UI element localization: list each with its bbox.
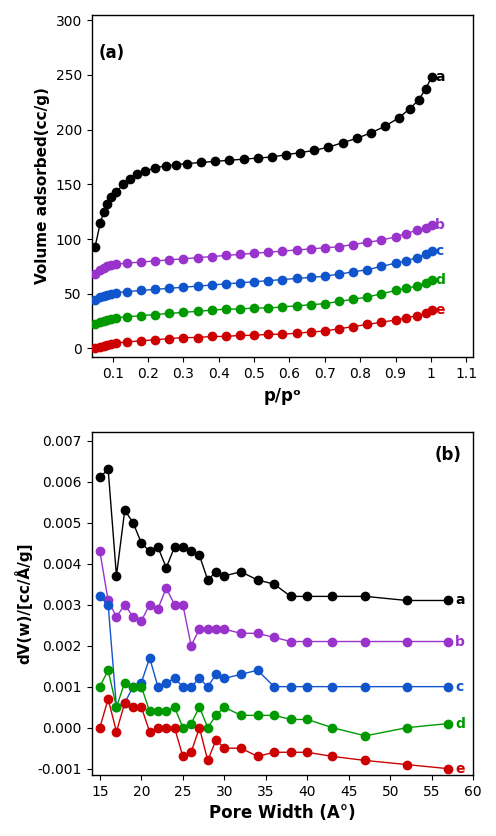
Text: e: e <box>435 303 444 317</box>
Text: b: b <box>435 218 445 232</box>
Text: b: b <box>455 635 465 649</box>
Y-axis label: Volume adsorbed(cc/g): Volume adsorbed(cc/g) <box>35 88 50 284</box>
Text: e: e <box>455 762 465 776</box>
X-axis label: p/pᵒ: p/pᵒ <box>263 386 302 405</box>
Text: (b): (b) <box>435 446 462 464</box>
Text: c: c <box>435 244 443 258</box>
Text: d: d <box>435 273 445 287</box>
Text: a: a <box>435 70 444 84</box>
Text: c: c <box>455 680 463 694</box>
Text: (a): (a) <box>99 44 124 62</box>
X-axis label: Pore Width (A°): Pore Width (A°) <box>209 804 356 822</box>
Y-axis label: dV(w)/[cc/Å/g]: dV(w)/[cc/Å/g] <box>14 543 32 665</box>
Text: a: a <box>455 594 465 608</box>
Text: d: d <box>455 716 465 731</box>
